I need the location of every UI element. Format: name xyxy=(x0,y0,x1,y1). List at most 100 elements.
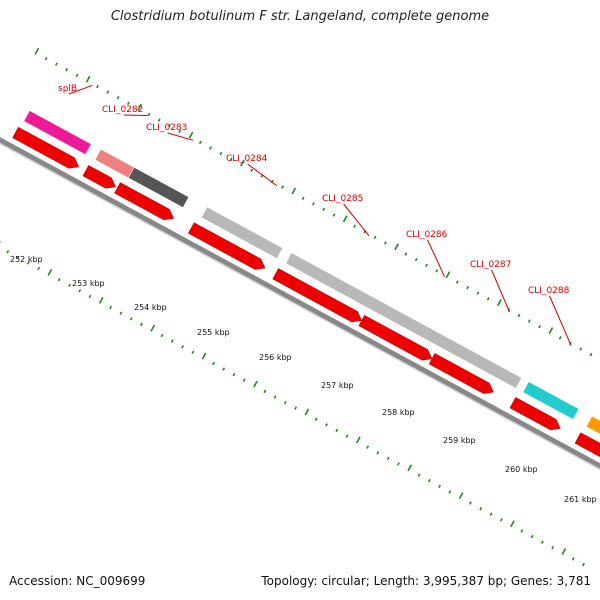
gene-block-highlight xyxy=(592,414,600,421)
gene-callout-line xyxy=(491,269,511,313)
gene-label: splB xyxy=(58,84,77,94)
inner-tick xyxy=(150,324,156,332)
inner-tick xyxy=(26,261,30,265)
cds-arrow xyxy=(574,432,600,458)
kbp-label: 260 kbp xyxy=(505,465,538,474)
inner-tick xyxy=(397,462,400,466)
inner-tick xyxy=(448,490,452,494)
outer-tick xyxy=(188,131,194,139)
outer-tick xyxy=(198,140,202,145)
outer-tick-ring xyxy=(34,47,600,362)
inner-tick xyxy=(253,380,258,388)
kbp-label: 253 kbp xyxy=(72,279,105,288)
accession-label: Accession: NC_009699 xyxy=(9,574,146,588)
outer-tick xyxy=(147,112,151,117)
cds-arrow xyxy=(82,165,116,189)
inner-tick xyxy=(68,283,71,287)
outer-tick xyxy=(486,297,490,301)
inner-tick xyxy=(181,345,184,349)
outer-tick xyxy=(435,269,439,273)
inner-tick xyxy=(479,506,483,511)
inner-tick xyxy=(571,557,575,561)
inner-tick xyxy=(551,546,555,550)
inner-tick xyxy=(386,456,390,461)
outer-tick xyxy=(106,90,110,94)
gene-callout-line xyxy=(68,84,93,95)
inner-tick xyxy=(304,408,310,416)
outer-tick xyxy=(373,235,377,240)
outer-tick xyxy=(34,47,40,55)
outer-tick xyxy=(445,271,451,279)
outer-tick xyxy=(322,207,326,212)
inner-tick xyxy=(119,311,123,315)
gene-block-highlight xyxy=(29,108,93,144)
inner-tick xyxy=(510,520,515,528)
outer-tick xyxy=(301,196,305,200)
gene-callout-line xyxy=(549,295,572,346)
genome-summary: Topology: circular; Length: 3,995,387 bp… xyxy=(261,574,591,588)
gene-block-highlight xyxy=(291,251,523,378)
inner-tick xyxy=(376,451,380,455)
inner-tick xyxy=(160,333,164,338)
gene-block-highlight xyxy=(207,205,284,248)
inner-tick xyxy=(6,250,10,254)
kbp-label: 256 kbp xyxy=(259,353,292,362)
gene-block xyxy=(128,167,190,208)
cds-arrow xyxy=(12,126,80,169)
outer-tick xyxy=(157,118,161,122)
gene-label: CLI_0286 xyxy=(406,230,448,240)
inner-tick xyxy=(325,423,328,427)
inner-tick xyxy=(283,400,287,405)
inner-tick xyxy=(232,372,236,377)
outer-tick xyxy=(312,202,315,206)
outer-tick xyxy=(137,103,142,111)
kbp-label: 259 kbp xyxy=(443,436,476,445)
outer-tick xyxy=(75,73,79,78)
gene-label: CLI_0285 xyxy=(322,194,363,204)
outer-tick xyxy=(44,56,48,61)
outer-tick xyxy=(476,291,480,295)
outer-tick xyxy=(425,263,428,267)
gene-block-highlight xyxy=(528,379,580,409)
inner-tick xyxy=(201,352,207,360)
inner-tick xyxy=(520,529,524,533)
gene-track xyxy=(23,108,600,435)
gene-label: CLI_0284 xyxy=(226,154,268,164)
inner-tick xyxy=(294,406,298,410)
inner-tick xyxy=(561,548,567,556)
gene-block xyxy=(23,110,92,155)
inner-tick xyxy=(47,268,53,276)
inner-tick xyxy=(417,473,421,477)
inner-tick xyxy=(582,562,585,567)
inner-tick xyxy=(263,389,267,394)
outer-tick xyxy=(455,280,459,284)
outer-tick xyxy=(219,151,223,156)
cds-track xyxy=(12,126,600,458)
gene-block-highlight xyxy=(100,147,136,168)
inner-tick xyxy=(335,428,339,433)
inner-tick xyxy=(57,277,61,282)
outer-tick xyxy=(548,327,554,334)
inner-tick xyxy=(540,540,544,544)
kbp-label: 261 kbp xyxy=(564,495,597,504)
outer-tick xyxy=(353,224,356,228)
outer-tick xyxy=(497,299,502,307)
outer-tick xyxy=(65,68,69,72)
gene-label: CLI_0282 xyxy=(102,105,143,115)
inner-tick xyxy=(222,367,226,371)
cds-arrow xyxy=(187,222,266,270)
inner-tick xyxy=(170,339,174,343)
inner-tick-ring xyxy=(0,241,585,567)
outer-tick xyxy=(291,187,297,195)
inner-tick xyxy=(242,378,246,382)
outer-tick xyxy=(96,84,99,89)
outer-tick xyxy=(579,347,583,351)
kbp-label: 252 kbp xyxy=(10,255,43,264)
inner-tick xyxy=(16,255,20,260)
outer-tick xyxy=(281,185,284,189)
gene-label: CLI_0283 xyxy=(146,123,187,133)
inner-tick xyxy=(78,289,82,293)
